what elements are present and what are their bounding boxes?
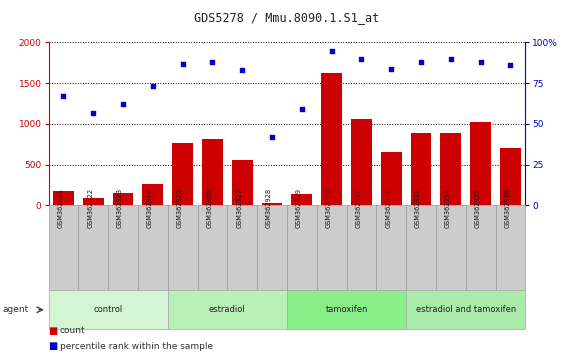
Text: GSM362935: GSM362935 — [475, 188, 481, 228]
Point — [148, 84, 158, 89]
Text: GSM362936: GSM362936 — [504, 188, 510, 228]
Point — [476, 59, 485, 65]
Bar — [496, 205, 525, 290]
Text: GSM362925: GSM362925 — [176, 188, 183, 228]
Text: agent: agent — [3, 305, 29, 314]
Bar — [168, 290, 287, 329]
Point — [89, 110, 98, 115]
Text: GSM362934: GSM362934 — [445, 188, 451, 228]
Bar — [347, 205, 376, 290]
Text: GSM362928: GSM362928 — [266, 188, 272, 228]
Bar — [49, 205, 78, 290]
Point — [238, 67, 247, 73]
Text: GSM362932: GSM362932 — [385, 188, 391, 228]
Bar — [227, 205, 257, 290]
Text: GSM362924: GSM362924 — [147, 188, 153, 228]
Bar — [53, 192, 74, 205]
Point — [387, 66, 396, 72]
Bar — [291, 194, 312, 205]
Point — [416, 59, 425, 65]
Point — [208, 59, 217, 65]
Text: GSM362923: GSM362923 — [117, 188, 123, 228]
Point — [297, 107, 307, 112]
Text: GSM362930: GSM362930 — [325, 188, 332, 228]
Text: ■: ■ — [49, 341, 58, 351]
Bar — [112, 193, 134, 205]
Point — [178, 61, 187, 67]
Text: GSM362922: GSM362922 — [87, 188, 93, 228]
Bar — [108, 205, 138, 290]
Bar — [500, 148, 521, 205]
Text: GSM362929: GSM362929 — [296, 188, 302, 228]
Point — [267, 134, 276, 140]
Bar — [202, 138, 223, 205]
Bar — [411, 133, 432, 205]
Bar — [381, 152, 401, 205]
Point — [357, 56, 366, 62]
Bar — [138, 205, 168, 290]
Text: control: control — [94, 305, 123, 314]
Text: GSM362931: GSM362931 — [355, 188, 361, 228]
Point — [118, 102, 127, 107]
Bar — [198, 205, 227, 290]
Text: estradiol and tamoxifen: estradiol and tamoxifen — [416, 305, 516, 314]
Text: GSM362926: GSM362926 — [207, 188, 212, 228]
Text: percentile rank within the sample: percentile rank within the sample — [60, 342, 213, 351]
Text: GSM362933: GSM362933 — [415, 188, 421, 228]
Bar — [321, 73, 342, 205]
Text: GDS5278 / Mmu.8090.1.S1_at: GDS5278 / Mmu.8090.1.S1_at — [194, 11, 380, 24]
Text: count: count — [60, 326, 86, 336]
Text: ■: ■ — [49, 326, 58, 336]
Text: GSM362927: GSM362927 — [236, 188, 242, 228]
Bar — [172, 143, 193, 205]
Point — [447, 56, 456, 62]
Text: tamoxifen: tamoxifen — [325, 305, 368, 314]
Point — [327, 48, 336, 53]
Bar — [287, 290, 406, 329]
Bar — [83, 198, 104, 205]
Point — [506, 62, 515, 68]
Bar — [376, 205, 406, 290]
Bar — [317, 205, 347, 290]
Bar — [262, 203, 283, 205]
Bar — [406, 290, 525, 329]
Bar — [49, 290, 168, 329]
Text: estradiol: estradiol — [209, 305, 246, 314]
Bar — [466, 205, 496, 290]
Bar — [406, 205, 436, 290]
Bar — [351, 119, 372, 205]
Bar — [142, 184, 163, 205]
Bar — [436, 205, 466, 290]
Bar — [440, 133, 461, 205]
Bar — [232, 160, 252, 205]
Point — [59, 93, 68, 99]
Bar — [168, 205, 198, 290]
Bar — [257, 205, 287, 290]
Bar — [78, 205, 108, 290]
Bar — [287, 205, 317, 290]
Text: GSM362921: GSM362921 — [58, 188, 63, 228]
Bar — [470, 122, 491, 205]
